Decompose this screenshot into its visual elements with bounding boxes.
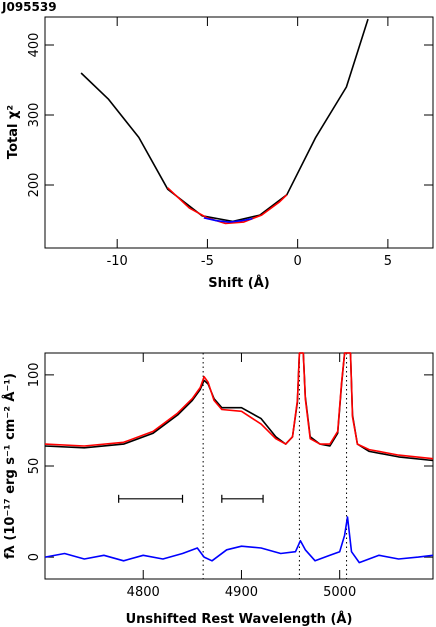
chi2-x-axis-label: Shift (Å) [208, 275, 269, 291]
spectrum-range-bar [118, 494, 184, 503]
spectrum-x-tick-label: 4800 [127, 585, 160, 600]
chi2-series-2 [203, 217, 253, 223]
chi2-x-tick-label: -5 [201, 254, 214, 269]
chi2-series-0 [80, 18, 369, 223]
spectrum-y-tick-label: 100 [27, 362, 42, 387]
chi2-y-tick-label: 300 [27, 103, 42, 128]
spectrum-reference-lines [202, 353, 348, 579]
chi2-y-tick-label: 200 [27, 173, 42, 198]
spectrum-x-tick-label: 5000 [323, 585, 356, 600]
spectrum-y-tick-label: 0 [27, 553, 42, 561]
spectrum-x-axis-label: Unshifted Rest Wavelength (Å) [126, 611, 353, 627]
chi2-series-1 [167, 187, 288, 225]
spectrum-y-tick-label: 50 [27, 458, 42, 475]
chi2-x-tick-label: -10 [107, 254, 128, 269]
chi2-y-axis-label: Total χ² [6, 105, 21, 159]
spectrum-series [44, 352, 434, 564]
spectrum-series-2 [44, 516, 434, 564]
object-label: J095539 [1, 0, 57, 14]
chi2-plot-frame [44, 16, 434, 249]
spectrum-ticks: 4800 4900 5000 0 50 100 [27, 353, 433, 600]
chi2-x-tick-label: 5 [384, 254, 392, 269]
chi2-series [80, 18, 369, 225]
spectrum-x-tick-label: 4900 [225, 585, 258, 600]
chi2-x-tick-label: 0 [294, 254, 302, 269]
spectrum-range-bars [118, 494, 264, 503]
chi2-chart: -10 -5 0 5 200 300 400 Shift (Å) Total χ² [6, 16, 434, 291]
spectrum-range-bar [221, 494, 264, 503]
spectrum-chart: 4800 4900 5000 0 50 100 Unshifted Rest Wavele… [2, 352, 434, 627]
chi2-y-tick-label: 400 [27, 33, 42, 58]
spectrum-plot-frame [44, 352, 434, 580]
spectrum-y-axis-label: fλ (10⁻¹⁷ erg s⁻¹ cm⁻² Å⁻¹) [2, 373, 18, 559]
chi2-ticks: -10 -5 0 5 200 300 400 [27, 17, 433, 269]
spectrum-series-1 [44, 352, 434, 460]
